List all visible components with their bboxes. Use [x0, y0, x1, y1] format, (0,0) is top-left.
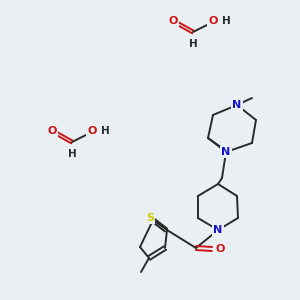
Text: S: S [146, 213, 154, 223]
Text: N: N [221, 147, 231, 157]
Text: O: O [47, 126, 57, 136]
Text: N: N [213, 225, 223, 235]
Text: H: H [68, 149, 76, 159]
Text: H: H [222, 16, 230, 26]
Text: H: H [100, 126, 109, 136]
Text: H: H [189, 39, 197, 49]
Text: O: O [87, 126, 97, 136]
Text: O: O [208, 16, 218, 26]
Text: O: O [168, 16, 178, 26]
Text: O: O [215, 244, 225, 254]
Text: N: N [232, 100, 242, 110]
